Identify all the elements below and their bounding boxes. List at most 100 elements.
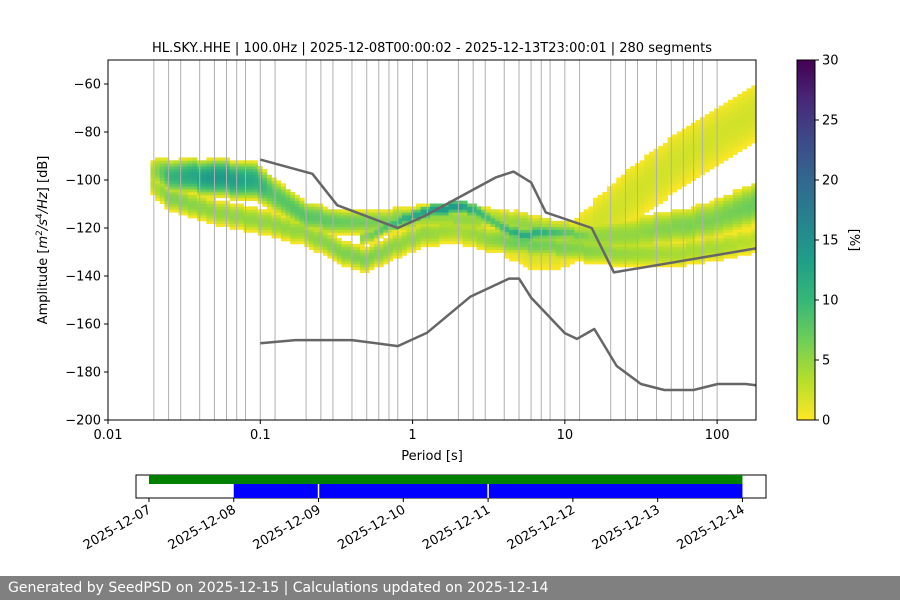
psd-density-cell xyxy=(397,206,403,210)
psd-density-cell xyxy=(346,220,352,225)
psd-density-cell xyxy=(467,220,473,225)
psd-density-cell xyxy=(523,243,529,248)
psd-density-cell xyxy=(746,220,752,225)
psd-density-cell xyxy=(602,212,608,216)
psd-density-cell xyxy=(481,215,487,219)
psd-density-cell xyxy=(695,125,701,130)
psd-density-cell xyxy=(611,197,617,202)
psd-density-cell xyxy=(332,217,338,222)
psd-density-cell xyxy=(578,252,585,256)
psd-density-cell xyxy=(457,223,463,227)
psd-density-cell xyxy=(406,235,412,239)
psd-density-cell xyxy=(271,203,277,207)
psd-density-cell xyxy=(471,243,477,248)
psd-density-cell xyxy=(578,226,585,230)
psd-density-cell xyxy=(658,157,664,161)
psd-density-cell xyxy=(667,215,673,219)
psd-density-cell xyxy=(639,212,645,216)
psd-density-cell xyxy=(574,217,580,222)
psd-density-cell xyxy=(322,226,328,230)
psd-density-cell xyxy=(164,177,170,181)
psd-density-cell xyxy=(565,240,571,245)
psd-density-cell xyxy=(243,168,249,173)
psd-density-cell xyxy=(490,246,496,250)
psd-density-cell xyxy=(648,226,654,230)
psd-density-cell xyxy=(262,180,268,184)
psd-density-cell xyxy=(620,246,626,250)
psd-density-cell xyxy=(737,206,743,210)
psd-density-cell xyxy=(490,243,496,248)
psd-density-cell xyxy=(742,243,748,248)
psd-density-cell xyxy=(378,235,384,239)
psd-density-cell xyxy=(485,249,491,253)
psd-density-cell xyxy=(606,232,612,236)
psd-density-cell xyxy=(276,206,282,210)
psd-density-cell xyxy=(453,238,459,242)
psd-density-cell xyxy=(434,232,440,236)
psd-density-cell xyxy=(350,232,356,236)
psd-density-cell xyxy=(262,174,268,178)
psd-density-cell xyxy=(723,232,729,236)
psd-density-cell xyxy=(271,226,277,230)
psd-density-cell xyxy=(192,186,198,190)
psd-density-cell xyxy=(183,194,189,199)
psd-density-cell xyxy=(360,220,366,225)
psd-density-cell xyxy=(537,223,543,227)
psd-density-cell xyxy=(229,189,235,193)
psd-density-cell xyxy=(164,200,170,204)
psd-density-cell xyxy=(383,226,389,230)
psd-density-cell xyxy=(592,238,599,242)
psd-density-cell xyxy=(681,217,687,222)
psd-density-cell xyxy=(751,249,756,253)
psd-density-cell xyxy=(695,212,701,216)
psd-density-cell xyxy=(429,226,435,230)
psd-density-cell xyxy=(392,240,398,245)
psd-density-cell xyxy=(290,220,296,225)
psd-density-cell xyxy=(714,117,720,121)
psd-density-cell xyxy=(709,226,715,230)
psd-density-cell xyxy=(751,131,756,135)
psd-density-cell xyxy=(252,171,258,176)
psd-density-cell xyxy=(639,194,645,199)
psd-density-cell xyxy=(569,226,575,230)
psd-density-cell xyxy=(751,99,756,104)
psd-density-cell xyxy=(667,220,673,225)
psd-density-cell xyxy=(360,223,366,227)
psd-density-cell xyxy=(238,217,245,222)
psd-density-cell xyxy=(751,229,756,233)
psd-density-cell xyxy=(676,145,682,150)
psd-density-cell xyxy=(206,215,212,219)
psd-density-cell xyxy=(159,180,165,184)
psd-density-cell xyxy=(574,232,580,236)
psd-density-cell xyxy=(271,220,277,225)
psd-density-cell xyxy=(667,229,673,233)
psd-density-cell xyxy=(732,111,738,115)
psd-density-cell xyxy=(509,229,515,233)
psd-density-cell xyxy=(243,180,249,184)
psd-density-cell xyxy=(183,180,189,184)
psd-density-cell xyxy=(676,246,682,250)
psd-density-cell xyxy=(224,209,231,213)
psd-density-cell xyxy=(695,252,701,256)
psd-density-cell xyxy=(341,243,347,248)
psd-density-cell xyxy=(686,249,692,253)
psd-density-cell xyxy=(742,220,748,225)
psd-density-cell xyxy=(676,186,682,190)
psd-density-cell xyxy=(537,215,543,219)
psd-density-cell xyxy=(709,223,715,227)
psd-density-cell xyxy=(742,111,748,115)
psd-density-cell xyxy=(173,189,179,193)
psd-density-cell xyxy=(672,212,678,216)
psd-density-cell xyxy=(714,125,720,130)
psd-density-cell xyxy=(355,264,361,268)
psd-density-cell xyxy=(252,226,258,230)
y-tick-label: −200 xyxy=(65,414,101,429)
psd-density-cell xyxy=(304,212,310,216)
psd-density-cell xyxy=(322,243,328,248)
psd-density-cell xyxy=(471,206,477,210)
psd-density-cell xyxy=(513,246,519,250)
psd-density-cell xyxy=(346,252,352,256)
psd-density-cell xyxy=(388,212,394,216)
psd-density-cell xyxy=(723,125,729,130)
psd-density-cell xyxy=(639,258,645,262)
